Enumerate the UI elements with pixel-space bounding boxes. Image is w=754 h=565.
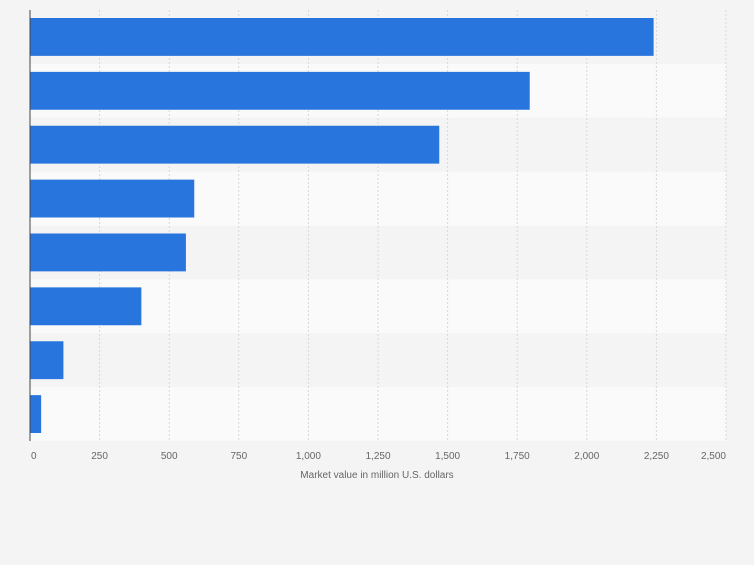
x-tick-labels: 0 250 500 750 1,000 1,250 1,500 1,750 2,000 2,250…: [31, 451, 726, 462]
x-tick-label: 750: [230, 451, 247, 462]
x-tick-label: 1,750: [505, 451, 530, 462]
bar: [30, 233, 186, 272]
bar: [30, 395, 42, 433]
x-tick-label: 1,250: [365, 451, 390, 462]
bar: [30, 287, 142, 326]
x-tick-label: 1,000: [296, 451, 321, 462]
bar: [30, 125, 440, 164]
bar: [30, 341, 64, 380]
x-tick-label: 2,500: [701, 451, 726, 462]
bar: [30, 71, 530, 110]
x-tick-label: 500: [161, 451, 178, 462]
x-tick-label: 250: [91, 451, 108, 462]
bar: [30, 179, 195, 218]
x-axis-label: Market value in million U.S. dollars: [300, 470, 453, 481]
bar: [30, 18, 654, 56]
x-tick-label: 2,000: [574, 451, 599, 462]
bars: [30, 18, 654, 433]
x-tick-label: 2,250: [644, 451, 669, 462]
x-tick-label: 0: [31, 451, 37, 462]
x-tick-label: 1,500: [435, 451, 460, 462]
